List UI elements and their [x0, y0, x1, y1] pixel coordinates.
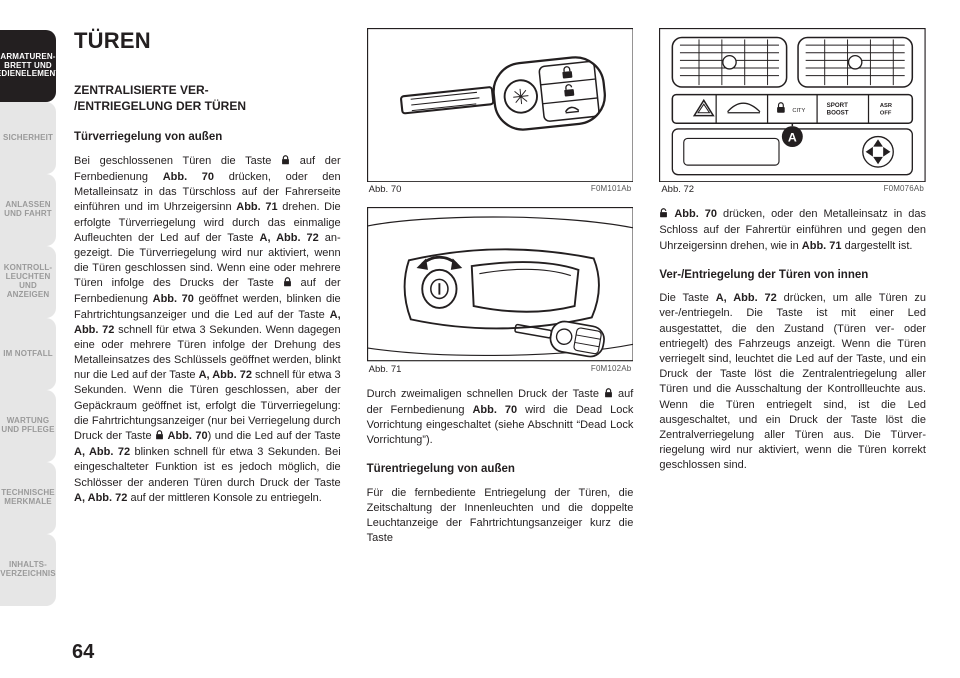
figure-72-label: Abb. 72	[661, 184, 694, 195]
figure-72-svg: CITY SPORT BOOST ASR OFF A	[659, 28, 926, 182]
figure-70-code: F0M101Ab	[591, 184, 631, 195]
body-paragraph-col3-2: Die Taste A, Abb. 72 drücken, um alle Tü…	[659, 291, 926, 473]
lock-icon	[281, 155, 290, 170]
paragraph-title-col2: Türentriegelung von außen	[367, 462, 634, 478]
page-number: 64	[72, 641, 94, 664]
figure-71-svg	[367, 207, 634, 361]
section-title: TÜREN	[74, 28, 341, 54]
tab-sicherheit[interactable]: SICHERHEIT	[0, 102, 56, 174]
figure-70-label: Abb. 70	[369, 184, 402, 195]
figure-71: Abb. 71 F0M102Ab	[367, 207, 634, 374]
figure-72-code: F0M076Ab	[884, 184, 924, 195]
body-paragraph-1: Bei geschlossenen Türen die Taste auf de…	[74, 154, 341, 506]
figure-70-caption: Abb. 70 F0M101Ab	[367, 184, 634, 195]
paragraph-title-1: Türverriegelung von außen	[74, 130, 341, 146]
body-paragraph-col2-1: Durch zweimaligen schnellen Druck der Ta…	[367, 387, 634, 449]
figure-71-code: F0M102Ab	[591, 364, 631, 375]
tab-kontrollleuchten[interactable]: KONTROLL- LEUCHTEN UND ANZEIGEN	[0, 246, 56, 318]
tab-technische[interactable]: TECHNISCHE MERKMALE	[0, 462, 56, 534]
svg-text:ASR: ASR	[880, 103, 892, 109]
figure-70: Abb. 70 F0M101Ab	[367, 28, 634, 195]
svg-text:A: A	[788, 130, 797, 144]
column-1: TÜREN ZENTRALISIERTE VER- /ENTRIEGELUNG …	[74, 28, 341, 658]
body-paragraph-col2-2: Für die fernbediente Entriegelung der Tü…	[367, 486, 634, 547]
figure-72: CITY SPORT BOOST ASR OFF A	[659, 28, 926, 195]
side-tabs: ARMATUREN- BRETT UND BEDIENELEMENTE SICH…	[0, 28, 56, 658]
figure-70-svg	[367, 28, 634, 182]
paragraph-title-col3: Ver-/Entriegelung der Türen von innen	[659, 268, 926, 284]
lock-icon	[283, 277, 292, 292]
subsection-title: ZENTRALISIERTE VER- /ENTRIEGELUNG DER TÜ…	[74, 82, 341, 114]
page: ARMATUREN- BRETT UND BEDIENELEMENTE SICH…	[0, 0, 960, 678]
svg-text:CITY: CITY	[793, 108, 806, 114]
svg-text:BOOST: BOOST	[827, 110, 849, 117]
tab-armaturenbrett[interactable]: ARMATUREN- BRETT UND BEDIENELEMENTE	[0, 30, 56, 102]
svg-text:OFF: OFF	[880, 111, 892, 117]
figure-71-caption: Abb. 71 F0M102Ab	[367, 364, 634, 375]
body-paragraph-col3-1: Abb. 70 drücken, oder den Metallein­satz…	[659, 207, 926, 254]
lock-icon	[155, 430, 164, 445]
tab-wartung[interactable]: WARTUNG UND PFLEGE	[0, 390, 56, 462]
content-grid: TÜREN ZENTRALISIERTE VER- /ENTRIEGELUNG …	[74, 28, 926, 658]
figure-71-label: Abb. 71	[369, 364, 402, 375]
tab-inhalt[interactable]: INHALTS- VERZEICHNIS	[0, 534, 56, 606]
svg-text:SPORT: SPORT	[827, 102, 848, 109]
lock-icon	[604, 388, 613, 403]
figure-72-caption: Abb. 72 F0M076Ab	[659, 184, 926, 195]
tab-notfall[interactable]: IM NOTFALL	[0, 318, 56, 390]
column-2: Abb. 70 F0M101Ab	[367, 28, 634, 658]
tab-anlassen[interactable]: ANLASSEN UND FAHRT	[0, 174, 56, 246]
column-3: CITY SPORT BOOST ASR OFF A	[659, 28, 926, 658]
unlock-icon	[659, 208, 668, 223]
